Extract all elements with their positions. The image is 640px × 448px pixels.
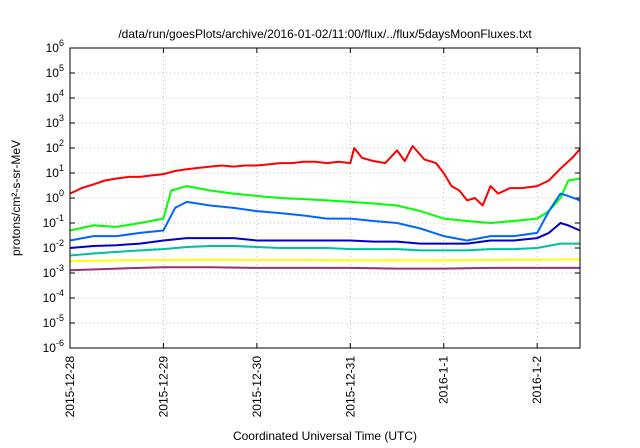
y-tick-label: 106: [46, 38, 64, 55]
y-tick-label: 100: [46, 188, 64, 205]
series-line: [69, 266, 580, 272]
y-tick-label: 10-4: [43, 288, 64, 305]
plot-frame: [69, 47, 581, 349]
series-group: [69, 145, 581, 272]
chart-title: /data/run/goesPlots/archive/2016-01-02/1…: [118, 27, 532, 41]
y-tick-label: 10-6: [43, 338, 64, 355]
x-tick-label: 2015-12-30: [250, 356, 264, 418]
y-tick-label: 101: [46, 163, 64, 180]
y-tick-labels: 10-6 10-5 10-4 10-3 10-2 10-1 100 101 102 103 104 1…: [43, 38, 64, 355]
series-line: [69, 192, 581, 242]
x-tick-label: 2015-12-31: [343, 356, 357, 418]
x-tick-label: 2016-1-1: [437, 356, 451, 404]
grid: [69, 47, 580, 349]
y-tick-label: 105: [46, 63, 64, 80]
x-axis-label: Coordinated Universal Time (UTC): [233, 429, 417, 443]
y-axis-label: protons/cm²-s-sr-MeV: [9, 140, 23, 256]
x-tick-label: 2015-12-29: [156, 356, 170, 418]
series-line: [69, 258, 581, 263]
series-line: [69, 145, 581, 207]
y-tick-label: 10-2: [43, 238, 64, 255]
x-tick-labels: 2015-12-28 2015-12-29 2015-12-30 2015-12-31…: [63, 356, 544, 418]
series-line: [69, 177, 581, 232]
y-tick-label: 104: [46, 88, 64, 105]
y-tick-label: 103: [46, 113, 64, 130]
y-tick-label: 10-3: [43, 263, 64, 280]
x-tick-label: 2015-12-28: [63, 356, 77, 418]
y-tick-label: 10-5: [43, 313, 64, 330]
series-line: [69, 222, 581, 249]
y-tick-label: 102: [46, 138, 64, 155]
y-tick-label: 10-1: [43, 213, 64, 230]
series-line: [69, 242, 580, 257]
x-tick-label: 2016-1-2: [530, 356, 544, 404]
